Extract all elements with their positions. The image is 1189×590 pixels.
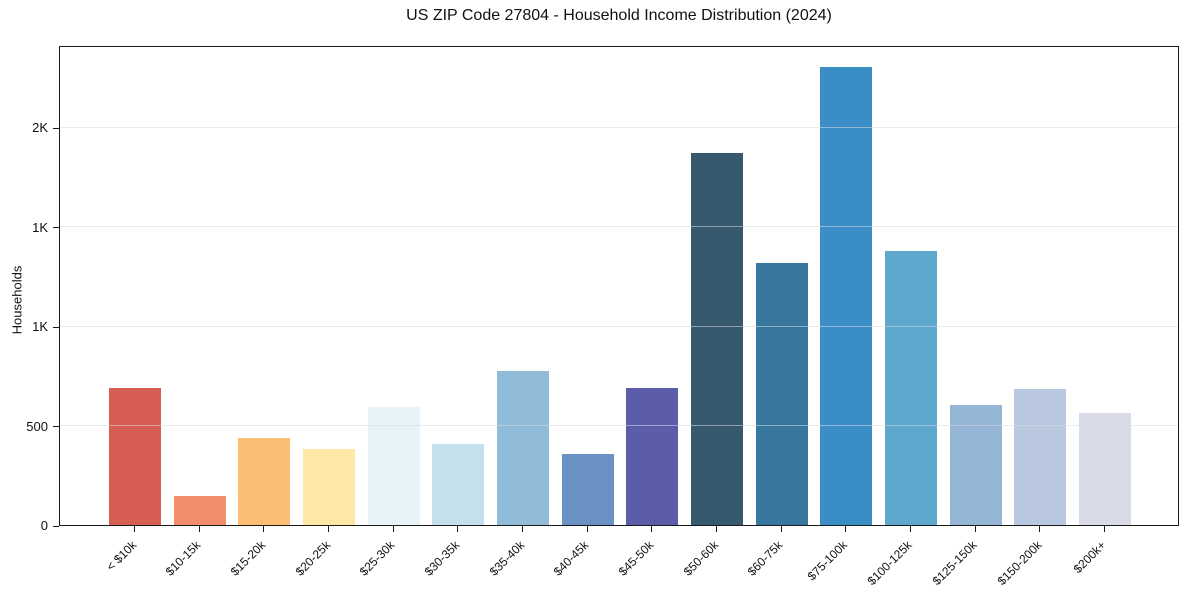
x-tick xyxy=(780,526,782,532)
bar--45-50k xyxy=(626,388,679,525)
x-tick xyxy=(716,526,717,532)
y-tick-label: 2K xyxy=(32,120,48,136)
chart-title: US ZIP Code 27804 - Household Income Dis… xyxy=(406,7,832,24)
gridline xyxy=(60,127,1178,128)
bar--25-30k xyxy=(367,406,420,525)
bar--15-20k xyxy=(238,437,291,525)
y-tick xyxy=(53,227,59,229)
x-tick-label: $200k+ xyxy=(1070,538,1109,576)
x-tick xyxy=(263,526,265,532)
x-tick xyxy=(522,526,523,532)
bar--10k xyxy=(109,387,161,525)
y-tick xyxy=(53,326,59,328)
x-tick xyxy=(586,526,588,532)
x-tick xyxy=(457,526,459,532)
y-tick-label: 1K xyxy=(32,219,48,235)
bar--60-75k xyxy=(755,263,808,525)
x-tick xyxy=(198,526,200,532)
x-tick-label: $15-20k xyxy=(227,538,269,579)
bar--150-200k xyxy=(1014,389,1067,525)
x-tick xyxy=(1039,526,1041,532)
gridline xyxy=(60,425,1178,427)
bar--100-125k xyxy=(885,251,937,525)
x-tick-label: < $10k xyxy=(103,538,139,574)
y-tick-label: 500 xyxy=(26,418,48,434)
bar--50-60k xyxy=(691,152,743,525)
x-tick-label: $10-15k xyxy=(163,538,204,579)
x-tick xyxy=(392,526,394,532)
x-tick xyxy=(845,526,847,532)
bar--20-25k xyxy=(303,448,355,525)
x-tick-label: $75-100k xyxy=(804,538,851,584)
x-tick-label: $125-150k xyxy=(929,538,980,589)
x-tick xyxy=(328,526,329,532)
bar--75-100k xyxy=(820,67,873,525)
bar--40-45k xyxy=(561,453,614,525)
x-tick xyxy=(1104,526,1105,532)
x-tick-label: $25-30k xyxy=(357,538,398,579)
x-tick-label: $150-200k xyxy=(994,538,1045,589)
x-tick-label: $35-40k xyxy=(486,538,527,579)
bar--200k+ xyxy=(1079,413,1131,525)
bar--35-40k xyxy=(497,370,549,525)
gridline xyxy=(60,325,1178,327)
x-tick-label: $40-45k xyxy=(551,538,592,579)
bar--125-150k xyxy=(949,404,1002,525)
x-tick xyxy=(134,526,135,532)
x-tick-label: $45-50k xyxy=(615,538,657,579)
y-tick xyxy=(53,525,59,527)
x-tick xyxy=(974,526,976,532)
gridline xyxy=(60,226,1178,228)
x-tick-label: $100-125k xyxy=(864,538,915,589)
plot-area xyxy=(59,46,1179,526)
y-tick-label: 1K xyxy=(32,319,48,335)
x-tick-label: $30-35k xyxy=(421,538,463,579)
bar--30-35k xyxy=(432,443,485,525)
x-tick-label: $20-25k xyxy=(292,538,333,579)
bar--10-15k xyxy=(173,495,226,525)
y-tick-label: 0 xyxy=(40,518,48,533)
x-tick-label: $60-75k xyxy=(745,538,786,579)
y-tick xyxy=(53,426,59,428)
x-tick-label: $50-60k xyxy=(680,538,721,579)
x-tick xyxy=(910,526,911,532)
x-tick xyxy=(651,526,653,532)
y-tick xyxy=(53,127,59,129)
